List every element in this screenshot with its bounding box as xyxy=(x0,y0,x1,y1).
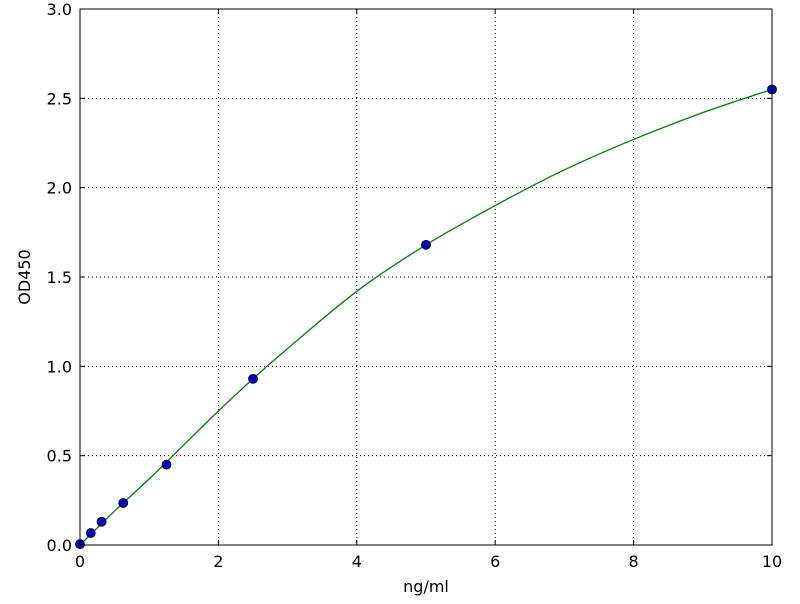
x-tick-label: 4 xyxy=(352,552,362,571)
data-point xyxy=(85,528,96,538)
data-point xyxy=(96,516,107,527)
y-axis-label: OD450 xyxy=(15,249,34,304)
y-tick-label: 0.0 xyxy=(47,536,72,555)
data-point xyxy=(421,239,431,250)
y-tick-label: 1.0 xyxy=(47,357,72,376)
grid xyxy=(79,8,773,546)
y-tick-label: 0.5 xyxy=(47,447,72,466)
y-tick-label: 2.0 xyxy=(47,179,72,198)
x-tick-label: 10 xyxy=(762,552,782,571)
x-tick-label: 0 xyxy=(75,552,85,571)
y-tick-label: 3.0 xyxy=(47,0,72,19)
data-point xyxy=(161,459,172,470)
y-tick-label: 1.5 xyxy=(47,268,72,287)
data-points xyxy=(75,84,777,550)
data-point xyxy=(248,373,258,384)
y-tick-label: 2.5 xyxy=(47,89,72,108)
fit-line xyxy=(79,88,773,546)
fit-curve-group xyxy=(79,88,773,546)
x-tick-label: 2 xyxy=(213,552,223,571)
y-ticks: 0.0 0.5 1.0 1.5 2.0 2.5 3.0 xyxy=(47,0,772,555)
x-tick-label: 6 xyxy=(490,552,500,571)
data-point xyxy=(118,498,129,508)
x-tick-label: 8 xyxy=(629,552,639,571)
x-axis-label: ng/ml xyxy=(403,577,449,596)
x-ticks: 0 2 4 6 8 10 xyxy=(75,9,782,571)
